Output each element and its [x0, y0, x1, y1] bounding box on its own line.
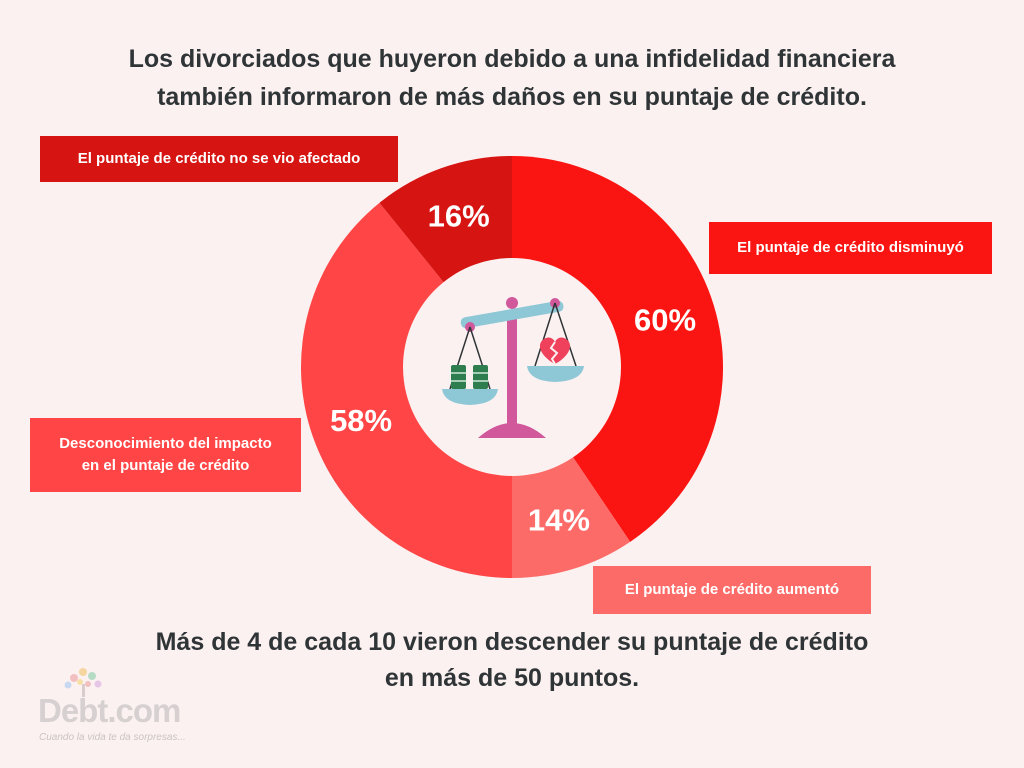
slice-value-label-2: 14%: [528, 503, 590, 538]
slice-value-label-1: 60%: [634, 303, 696, 338]
callout-desconocimiento-line-2: en el puntaje de crédito: [81, 457, 250, 474]
balance-scale-icon: [442, 297, 584, 438]
broken-heart-icon: [539, 337, 571, 365]
callout-no-afectado-text: El puntaje de crédito no se vio afectado: [77, 150, 361, 167]
callout-desconocimiento: Desconocimiento del impacto en el puntaj…: [30, 418, 301, 492]
slice-value-label-4: 16%: [428, 199, 490, 234]
callout-disminuyo: El puntaje de crédito disminuyó: [709, 222, 992, 274]
chart-title: Los divorciados que huyeron debido a una…: [0, 40, 1024, 116]
logo-wordmark: Debt.com: [38, 692, 181, 729]
callout-aumento-text: El puntaje de crédito aumentó: [624, 581, 840, 598]
callout-no-afectado: El puntaje de crédito no se vio afectado: [40, 136, 398, 182]
callout-desconocimiento-line-1: Desconocimiento del impacto: [59, 435, 272, 452]
footer-note-line-2: en más de 50 puntos.: [384, 664, 640, 692]
footer-note: Más de 4 de cada 10 vieron descender su …: [0, 624, 1024, 696]
tree-logo-icon: [64, 668, 102, 697]
logo-tagline: Cuando la vida te da sorpresas...: [39, 732, 186, 743]
slice-value-labels: 60% 14% 58% 16%: [330, 199, 696, 538]
money-stack-icon: [451, 365, 488, 389]
callout-disminuyo-text: El puntaje de crédito disminuyó: [737, 239, 964, 256]
chart-title-line-2: también informaron de más daños en su pu…: [157, 83, 867, 111]
callout-aumento: El puntaje de crédito aumentó: [593, 566, 871, 614]
slice-value-label-3: 58%: [330, 403, 392, 438]
footer-note-line-1: Más de 4 de cada 10 vieron descender su …: [155, 628, 869, 656]
debt-com-logo: Debt.com Cuando la vida te da sorpresas.…: [38, 664, 228, 744]
chart-title-line-1: Los divorciados que huyeron debido a una…: [128, 45, 896, 73]
